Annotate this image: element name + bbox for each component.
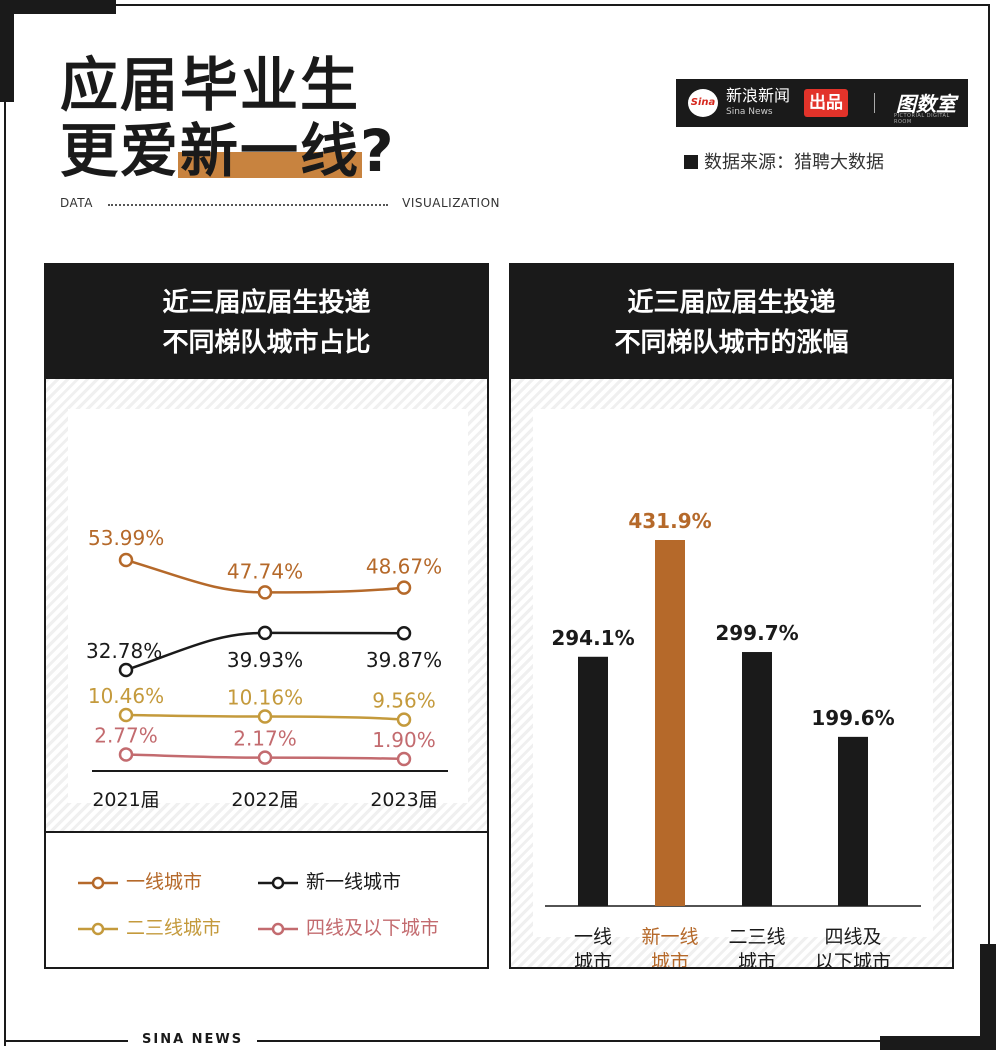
brand-separator [874,93,875,113]
bar-value-label: 299.7% [715,621,798,645]
data-label: 48.67% [366,555,442,579]
data-label: 2.77% [94,724,158,748]
x-tick-label: 城市 [738,951,776,967]
legend-item-new-tier1: 新一线城市 [258,867,401,894]
data-point [257,750,273,765]
frame-corner-leftbar [0,0,14,102]
data-point [396,712,412,727]
data-point [118,662,134,678]
title-line-2: 更爱新一线? [60,118,396,184]
data-point [257,709,273,724]
bar [655,540,685,906]
legend-marker-tier1 [78,876,118,889]
line-chart-header: 近三届应届生投递 不同梯队城市占比 [46,265,487,379]
bar-chart-title-1: 近三届应届生投递 [627,288,836,318]
data-point [396,751,412,767]
data-label: 53.99% [88,526,164,550]
x-tick-label: 一线 [574,926,612,948]
line-chart-panel: 近三届应届生投递 不同梯队城市占比 2021届 2022届 2023届 53.99% 4… [44,263,489,969]
bar-chart-header: 近三届应届生投递 不同梯队城市的涨幅 [511,265,952,379]
data-point [257,585,273,600]
brand-name: 新浪新闻 [726,86,791,105]
sina-logo-icon: Sina [688,89,718,117]
line-chart-title-2: 不同梯队城市占比 [162,328,371,358]
frame-corner-topleft [0,0,116,14]
x-tick-label: 2021届 [92,789,159,811]
page-title: 应届毕业生 更爱新一线? [60,52,396,184]
legend-item-tier1: 一线城市 [78,867,202,894]
legend-label-tier4: 四线及以下城市 [306,917,440,939]
data-label: 47.74% [227,559,303,583]
source-square-icon [684,155,698,169]
data-point [396,580,412,595]
bar [742,652,772,906]
x-tick-label: 四线及 [824,926,881,948]
brand-chupin-badge: 出品 [804,89,848,117]
legend-marker-new-tier1 [258,876,298,889]
frame-bottom-line [4,1040,990,1042]
visualization-label: VISUALIZATION [402,196,500,210]
data-label: DATA [60,196,93,210]
x-tick-label: 以下城市 [815,951,891,967]
data-label: 9.56% [372,689,436,713]
data-label: 39.93% [227,648,303,672]
title-line-1: 应届毕业生 [60,51,361,119]
legend-marker-tier4 [258,922,298,935]
legend-label-tier1: 一线城市 [126,871,203,893]
line-chart-legend: 一线城市 新一线城市 二三线城市 四线及以下城市 [46,831,487,967]
legend-label-tier23: 二三线城市 [126,917,222,939]
data-label: 2.17% [233,727,297,751]
data-visualization-rule: DATA VISUALIZATION [60,196,500,214]
data-point [118,707,134,723]
bar-chart-panel: 近三届应届生投递 不同梯队城市的涨幅 294.1% 一线城市 431.9% 新一线城市… [509,263,954,969]
legend-label-new-tier1: 新一线城市 [306,871,402,893]
frame-corner-rightbar [980,944,996,1050]
x-tick-label: 新一线 [641,926,698,948]
bar [578,656,608,906]
bar [838,736,868,906]
dotted-divider [108,204,388,206]
source-text: 数据来源：猎聘大数据 [704,152,884,173]
legend-item-tier4: 四线及以下城市 [258,913,439,940]
brand-sub: Sina News [726,107,773,117]
x-tick-label: 城市 [651,951,689,967]
data-point [257,625,273,641]
title-highlight: 新一线 [178,117,363,185]
tushuju-logo-sub: PICTORIAL DIGITAL ROOM [894,113,950,125]
line-chart-title-1: 近三届应届生投递 [162,288,371,318]
bar-value-label: 199.6% [811,706,894,730]
bar-value-label: 294.1% [551,626,634,650]
frame-corner-bottomright [880,1036,996,1050]
x-tick-label: 2023届 [370,789,437,811]
frame-top-line [4,4,990,6]
data-source: 数据来源：猎聘大数据 [684,148,884,174]
frame-right-line [988,4,990,1046]
brand-banner: Sina 新浪新闻 Sina News 出品 图数室 PICTORIAL DIG… [676,79,968,127]
frame-left-line [4,4,6,1046]
data-label: 39.87% [366,648,442,672]
legend-marker-tier23 [78,922,118,935]
line-chart-plot-bg [68,409,468,803]
data-point [396,625,412,641]
bar-chart-title-2: 不同梯队城市的涨幅 [614,328,849,358]
line-chart: 2021届 2022届 2023届 53.99% 47.74% 48.67% 32.78% 3… [86,526,448,811]
x-tick-label: 2022届 [231,789,298,811]
title-line-2-pre: 更爱 [60,117,181,185]
footer-brand: SINA NEWS [128,1032,258,1047]
data-point [118,552,134,568]
title-line-2-post: ? [360,117,396,185]
legend-item-tier23: 二三线城市 [78,913,221,940]
data-label: 10.16% [227,686,303,710]
data-label: 1.90% [372,728,436,752]
data-point [118,747,134,762]
bar-value-label: 431.9% [628,509,711,533]
tushuju-logo: 图数室 [896,92,956,116]
bar-chart: 294.1% 一线城市 431.9% 新一线城市 299.7% 二三线城市 199.6% 四线… [545,509,921,967]
data-label: 10.46% [88,684,164,708]
x-tick-label: 城市 [574,951,612,967]
data-label: 32.78% [86,639,162,663]
x-tick-label: 二三线 [728,926,785,948]
